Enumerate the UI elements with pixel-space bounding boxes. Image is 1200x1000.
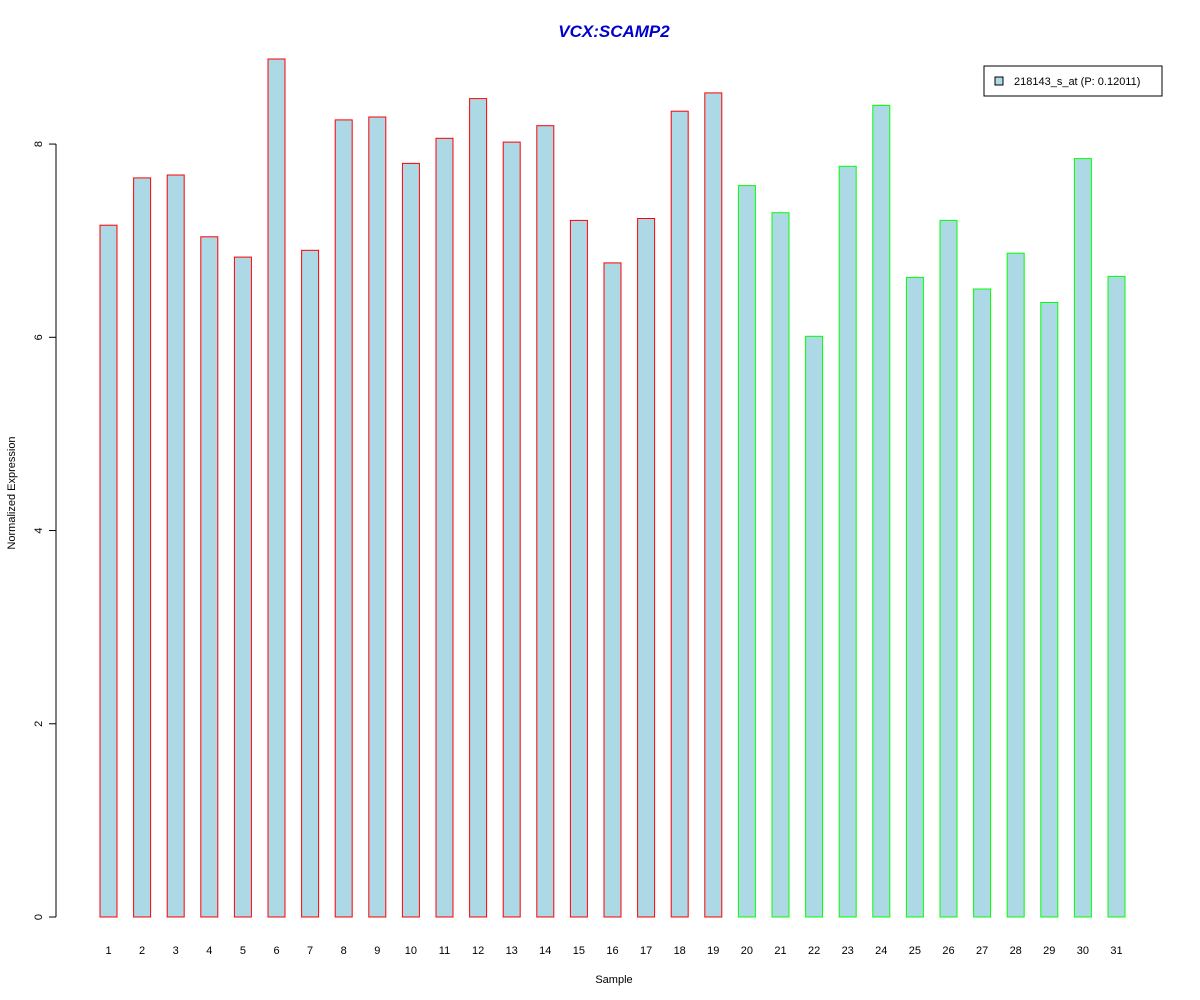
bar-sample-23: [838, 165, 857, 918]
bar-sample-2: [133, 177, 152, 918]
x-tick-label: 1: [105, 945, 111, 957]
bar-sample-3: [166, 174, 185, 918]
bar-sample-22: [805, 335, 824, 918]
x-tick-label: 25: [909, 945, 921, 957]
x-tick-label: 15: [573, 945, 585, 957]
x-tick-label: 31: [1110, 945, 1122, 957]
bar-sample-16: [603, 262, 622, 918]
y-axis-label: Normalized Expression: [6, 436, 18, 549]
x-tick-label: 2: [139, 945, 145, 957]
bar-sample-1: [99, 224, 118, 918]
x-tick-label: 14: [539, 945, 551, 957]
bar-sample-30: [1073, 158, 1092, 918]
x-tick-label: 17: [640, 945, 652, 957]
bar-sample-28: [1006, 252, 1025, 918]
y-tick-label: 2: [33, 721, 45, 727]
x-tick-label: 29: [1043, 945, 1055, 957]
x-tick-label: 27: [976, 945, 988, 957]
bar-sample-14: [536, 125, 555, 918]
legend: 218143_s_at (P: 0.12011): [983, 65, 1163, 97]
x-tick-label: 26: [942, 945, 954, 957]
legend-swatch: [994, 76, 1004, 86]
bar-sample-18: [670, 110, 689, 918]
x-tick-label: 6: [273, 945, 279, 957]
x-tick-label: 7: [307, 945, 313, 957]
x-tick-label: 21: [774, 945, 786, 957]
bar-sample-12: [469, 98, 488, 918]
y-tick-label: 4: [33, 527, 45, 533]
bar-sample-13: [502, 141, 521, 918]
bar-sample-17: [637, 218, 656, 918]
bar-sample-6: [267, 58, 286, 918]
bar-sample-9: [368, 116, 387, 918]
bar-sample-26: [939, 219, 958, 918]
bar-sample-20: [737, 185, 756, 918]
x-tick-label: 19: [707, 945, 719, 957]
x-tick-label: 10: [405, 945, 417, 957]
bar-sample-31: [1107, 275, 1126, 918]
x-tick-label: 24: [875, 945, 887, 957]
bar-sample-11: [435, 137, 454, 918]
bar-sample-21: [771, 212, 790, 918]
x-tick-label: 30: [1077, 945, 1089, 957]
chart-title: VCX:SCAMP2: [558, 22, 670, 41]
x-tick-label: 18: [674, 945, 686, 957]
x-tick-label: 4: [206, 945, 212, 957]
x-tick-label: 9: [374, 945, 380, 957]
y-tick-label: 6: [33, 334, 45, 340]
bar-sample-5: [233, 256, 252, 918]
bar-sample-29: [1040, 302, 1059, 918]
y-axis: 0 2 4 6 8: [33, 141, 57, 920]
bar-sample-27: [973, 288, 992, 918]
bar-sample-8: [334, 119, 353, 918]
bar-sample-24: [872, 104, 891, 918]
x-tick-label: 22: [808, 945, 820, 957]
x-tick-label: 28: [1010, 945, 1022, 957]
x-axis-label: Sample: [595, 974, 632, 986]
bar-sample-10: [401, 162, 420, 918]
bar-sample-25: [905, 276, 924, 918]
x-tick-label: 11: [439, 945, 450, 957]
x-tick-label: 20: [741, 945, 753, 957]
y-tick-label: 0: [33, 914, 45, 920]
x-tick-label: 16: [606, 945, 618, 957]
legend-label: 218143_s_at (P: 0.12011): [1014, 76, 1140, 88]
bar-sample-15: [569, 219, 588, 918]
x-tick-label: 3: [173, 945, 179, 957]
bar-sample-19: [704, 92, 723, 918]
legend-box: [983, 65, 1163, 97]
bar-sample-7: [301, 249, 320, 918]
x-tick-label: 5: [240, 945, 246, 957]
bars-group: [99, 58, 1126, 918]
bar-sample-4: [200, 236, 219, 918]
x-tick-label: 12: [472, 945, 484, 957]
x-tick-label: 23: [842, 945, 854, 957]
x-tick-label: 13: [506, 945, 518, 957]
x-tick-label: 8: [341, 945, 347, 957]
x-tick-labels: 1 2 3 4 5 6 7 8 9 10 11 12 13 14 15 16 17 18 19 20 21 22 23 24 2…: [105, 945, 1122, 957]
y-tick-label: 8: [33, 141, 45, 147]
